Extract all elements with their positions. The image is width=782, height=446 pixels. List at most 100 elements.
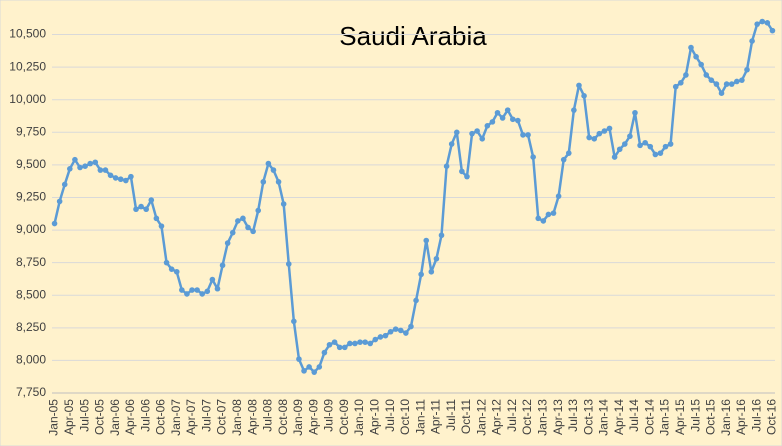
data-point — [703, 72, 710, 78]
data-point — [72, 156, 78, 163]
data-point — [769, 27, 776, 34]
data-point — [408, 323, 414, 330]
data-point — [672, 83, 679, 90]
data-point — [606, 125, 613, 132]
data-point — [484, 122, 491, 129]
x-tick-label: Apr-12 — [490, 399, 504, 435]
data-point — [708, 77, 715, 83]
x-tick-label: Jul-12 — [505, 399, 519, 432]
x-tick-label: Apr-13 — [551, 399, 565, 435]
data-point — [397, 327, 404, 334]
data-point — [245, 224, 251, 231]
x-tick-label: Jan-11 — [413, 399, 427, 435]
x-tick-label: Apr-05 — [62, 399, 76, 435]
x-tick-label: Jul-07 — [199, 399, 213, 432]
data-point — [734, 78, 740, 85]
x-tick-label: Oct-12 — [520, 399, 534, 435]
data-point — [611, 154, 618, 160]
data-point — [82, 163, 88, 169]
data-point — [652, 151, 659, 158]
x-tick-label: Jan-10 — [352, 399, 366, 436]
data-point — [433, 255, 440, 262]
data-point — [138, 203, 144, 210]
data-point — [336, 344, 343, 351]
data-point — [723, 81, 730, 87]
x-tick-label: Apr-10 — [367, 399, 381, 435]
y-tick-label: 8,250 — [16, 320, 46, 334]
data-point — [459, 168, 465, 175]
x-tick-label: Jul-08 — [261, 399, 275, 432]
x-tick-label: Jan-13 — [536, 399, 550, 436]
x-tick-label: Oct-06 — [154, 399, 168, 435]
data-point — [347, 340, 353, 347]
data-point — [117, 176, 124, 183]
data-point — [545, 211, 552, 218]
x-tick-label: Jan-09 — [291, 399, 305, 436]
data-point — [51, 220, 58, 227]
chart-title: Saudi Arabia — [339, 21, 487, 51]
data-point — [219, 262, 226, 269]
data-point — [143, 206, 149, 213]
x-tick-label: Oct-09 — [337, 399, 351, 435]
x-tick-label: Apr-08 — [245, 399, 259, 435]
data-point — [520, 132, 526, 138]
x-tick-label: Oct-05 — [93, 399, 107, 435]
data-point — [214, 285, 221, 292]
data-point — [311, 369, 318, 375]
x-tick-label: Oct-13 — [581, 399, 595, 435]
y-tick-label: 8,750 — [16, 255, 46, 269]
x-tick-label: Jan-06 — [108, 399, 122, 436]
data-point — [515, 117, 521, 124]
data-point — [102, 167, 109, 173]
data-point — [204, 288, 211, 295]
data-point — [77, 164, 83, 171]
data-point — [504, 107, 511, 113]
data-point — [469, 130, 475, 137]
data-point — [326, 341, 333, 348]
data-point — [535, 215, 542, 222]
data-point — [728, 81, 735, 87]
x-tick-label: Jul-10 — [383, 399, 397, 432]
data-point — [235, 218, 241, 224]
x-tick-label: Jul-14 — [627, 399, 641, 432]
data-point — [194, 287, 200, 293]
data-point — [479, 136, 486, 142]
data-point — [642, 139, 648, 146]
data-point — [265, 160, 272, 167]
data-point — [255, 207, 262, 214]
x-tick-label: Jul-09 — [322, 399, 336, 432]
data-point — [321, 349, 328, 356]
data-point — [382, 332, 389, 339]
data-point — [678, 79, 684, 86]
data-point — [209, 276, 216, 283]
data-point — [377, 334, 384, 340]
data-point — [509, 116, 516, 123]
data-point — [92, 159, 99, 166]
x-tick-label: Jan-16 — [719, 399, 733, 436]
data-point — [489, 119, 496, 125]
y-tick-label: 9,000 — [16, 222, 46, 236]
data-point — [637, 142, 643, 149]
data-point — [168, 266, 175, 272]
data-point — [362, 339, 368, 345]
data-point — [387, 328, 394, 335]
data-point — [693, 53, 699, 60]
x-tick-label: Apr-07 — [184, 399, 198, 435]
data-point — [530, 154, 536, 160]
data-point — [270, 167, 277, 173]
x-tick-label: Oct-10 — [398, 399, 412, 435]
x-tick-label: Jul-16 — [749, 399, 763, 432]
x-tick-label: Apr-15 — [673, 399, 687, 435]
data-point — [667, 141, 674, 147]
data-point — [586, 134, 592, 141]
data-point — [555, 193, 562, 199]
data-point — [683, 72, 689, 78]
data-point — [754, 21, 760, 27]
data-point — [306, 364, 312, 370]
y-tick-label: 8,000 — [16, 353, 46, 367]
data-point — [596, 130, 603, 137]
data-point — [352, 340, 358, 347]
data-point — [123, 177, 129, 184]
